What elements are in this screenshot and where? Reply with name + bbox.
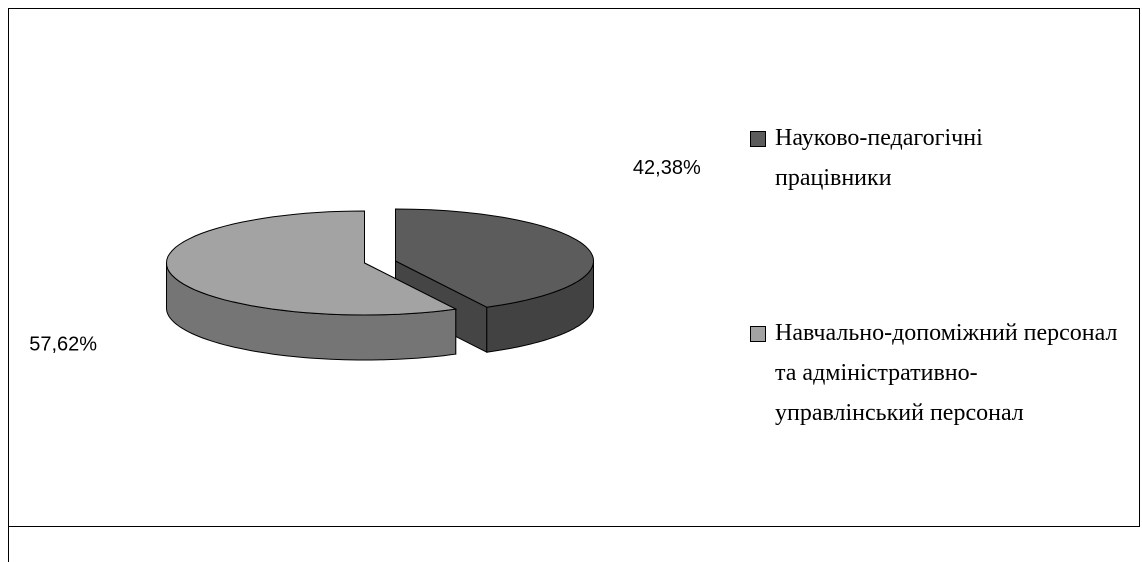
legend-swatch [750,131,766,147]
pie-slice [165,210,458,316]
data-label: 57,62% [29,334,97,356]
legend-label: Навчально-допоміжний персонал та адмініс… [775,320,1118,426]
data-label: 42,38% [633,157,701,179]
chart-frame [8,8,1140,527]
legend-label: Науково-педагогічні працівники [775,125,983,191]
pie-slice [395,208,594,308]
legend-swatch [750,326,766,342]
